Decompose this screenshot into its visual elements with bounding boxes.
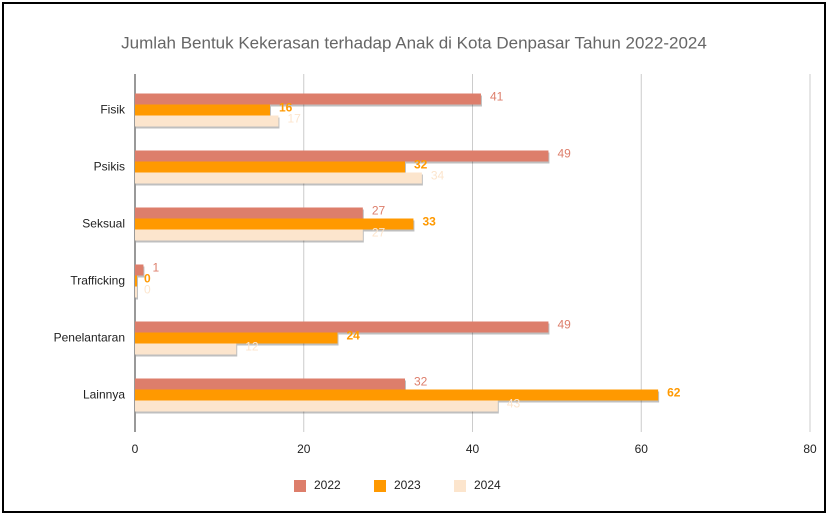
x-tick-label: 40	[466, 442, 480, 456]
x-tick-label: 60	[635, 442, 649, 456]
bar	[135, 332, 338, 344]
y-tick-label: Lainnya	[83, 388, 125, 402]
value-label: 49	[557, 147, 571, 161]
value-label: 1	[152, 261, 159, 275]
chart-title: Jumlah Bentuk Kekerasan terhadap Anak di…	[121, 33, 707, 52]
value-label: 62	[667, 386, 681, 400]
y-tick-label: Seksual	[82, 217, 125, 231]
value-label: 43	[507, 397, 521, 411]
bar	[135, 264, 144, 276]
value-label: 12	[245, 340, 259, 354]
bar	[135, 172, 422, 184]
bar	[135, 400, 498, 412]
value-label: 24	[347, 329, 361, 343]
value-label: 41	[490, 90, 504, 104]
bar	[135, 207, 363, 219]
x-tick-label: 80	[803, 442, 817, 456]
value-label: 16	[279, 101, 293, 115]
bar	[135, 321, 549, 333]
value-label: 17	[287, 112, 301, 126]
value-label: 0	[144, 272, 151, 286]
value-label: 33	[422, 215, 436, 229]
bar	[135, 161, 405, 173]
bar	[135, 218, 414, 230]
value-label: 0	[144, 283, 151, 297]
bar	[135, 343, 237, 355]
value-label: 27	[372, 226, 386, 240]
legend-label: 2022	[314, 478, 341, 492]
value-label: 32	[414, 375, 428, 389]
bar	[135, 275, 137, 287]
legend-swatch	[374, 480, 386, 492]
legend-label: 2024	[474, 478, 501, 492]
bar	[135, 104, 270, 116]
x-tick-label: 0	[132, 442, 139, 456]
legend-swatch	[294, 480, 306, 492]
value-label: 34	[431, 169, 445, 183]
bar	[135, 389, 659, 401]
value-label: 32	[414, 158, 428, 172]
x-tick-label: 20	[297, 442, 311, 456]
bar	[135, 115, 279, 127]
bar	[135, 378, 405, 390]
bar	[135, 93, 481, 105]
value-label: 27	[372, 204, 386, 218]
legend-label: 2023	[394, 478, 421, 492]
legend-swatch	[454, 480, 466, 492]
bar	[135, 150, 549, 162]
y-tick-label: Trafficking	[70, 274, 125, 288]
value-label: 49	[557, 318, 571, 332]
y-tick-label: Penelantaran	[54, 331, 125, 345]
bar	[135, 286, 137, 298]
bar	[135, 229, 363, 241]
y-tick-label: Fisik	[100, 103, 126, 117]
y-tick-label: Psikis	[94, 160, 125, 174]
